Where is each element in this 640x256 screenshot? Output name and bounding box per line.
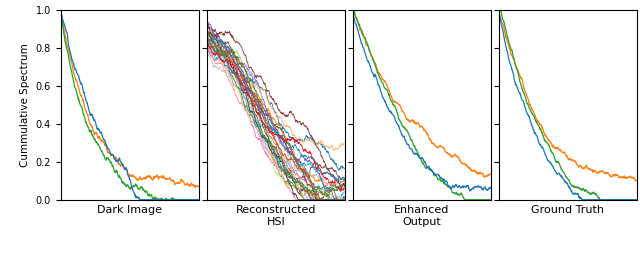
X-axis label: Reconstructed
HSI: Reconstructed HSI xyxy=(236,205,316,227)
X-axis label: Ground Truth: Ground Truth xyxy=(531,205,604,215)
Y-axis label: Cummulative Spectrum: Cummulative Spectrum xyxy=(20,43,30,167)
X-axis label: Dark Image: Dark Image xyxy=(97,205,162,215)
X-axis label: Enhanced
Output: Enhanced Output xyxy=(394,205,449,227)
